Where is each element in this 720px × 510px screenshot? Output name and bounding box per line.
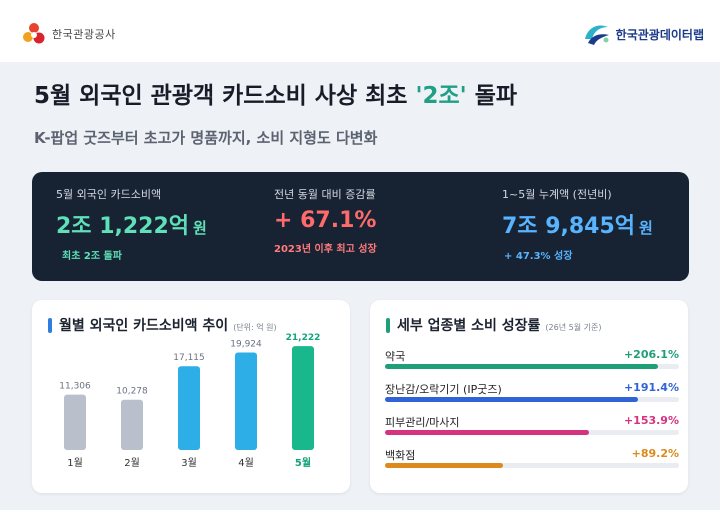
kto-emblem-icon [23,23,45,44]
kpi-value-number: 7조 9,845억 [502,214,636,239]
growth-bar-track [385,463,679,468]
title-highlight: '2조' [415,83,467,109]
datalab-name: 한국관광데이터랩 [615,27,704,42]
kpi-panel: 5월 외국인 카드소비액 2조 1,222억 원 최초 2조 돌파 전년 동월 대… [32,172,689,281]
growth-category-label: 피부관리/마사지 [385,416,460,429]
page-title: 5월 외국인 관광객 카드소비 사상 최초 '2조' 돌파 [34,76,517,110]
category-label: 3월 [181,457,197,469]
title-end: 돌파 [466,83,518,109]
growth-value-label: +206.1% [623,348,679,361]
bar-value-label: 17,115 [173,353,205,363]
kto-logo[interactable]: 한국관광공사 [22,18,116,50]
bar-value-label: 19,924 [230,339,262,349]
bar-4 [235,352,257,450]
kpi-value-unit: 원 [193,219,207,237]
growth-bar-track [385,364,679,369]
header-bar: 한국관광공사 한국관광데이터랩 [0,0,720,62]
kpi-yoy-growth: 전년 동월 대비 증감률 + 67.1% 2023년 이후 최고 성장 [274,186,377,255]
growth-bar-list: 약국 +206.1% 장난감/오락기기 (IP굿즈) +191.4% 피부관리/마사지 +… [385,348,679,480]
bar-value-label: 10,278 [116,387,148,397]
growth-bar [385,397,639,402]
kpi-label: 전년 동월 대비 증감률 [274,188,376,201]
kpi-value-number: 2조 1,222억 [56,214,190,239]
growth-chart-title-text: 세부 업종별 소비 성장률 [397,318,541,334]
kpi-note: 최초 2조 돌파 [62,251,122,262]
datalab-logo[interactable]: 한국관광데이터랩 [582,20,704,48]
bar-5 [292,346,314,450]
growth-category-label: 백화점 [385,449,416,462]
title-accent-bar [386,317,390,333]
category-label: 1월 [67,457,83,469]
monthly-chart-title-text: 월별 외국인 카드소비액 추이 [59,318,229,334]
page-subtitle: K-팝업 굿즈부터 초고가 명품까지, 소비 지형도 다변화 [34,129,378,147]
category-label: 5월 [295,457,311,469]
growth-bar [385,364,658,369]
growth-bar-track [385,397,679,402]
monthly-chart-card: 월별 외국인 카드소비액 추이 (단위: 억 원) 11,306 1월 10,278… [32,300,350,493]
category-label: 4월 [238,457,254,469]
growth-value-label: +153.9% [623,414,679,427]
kpi-value-unit: 원 [639,219,653,237]
growth-item: 장난감/오락기기 (IP굿즈) +191.4% [385,381,679,414]
bar-2 [121,399,143,450]
growth-item: 백화점 +89.2% [385,447,679,480]
bar-value-label: 11,306 [59,382,91,392]
category-label: 2월 [124,457,140,469]
datalab-wave-icon [584,25,609,45]
growth-value-label: +191.4% [623,381,679,394]
monthly-bar-chart: 11,306 1월 10,278 2월 17,115 3월 19,924 4월 21,222 5월 [59,333,321,469]
monthly-chart-unit: (단위: 억 원) [233,323,277,332]
bar-value-label: 21,222 [286,333,321,343]
kto-name: 한국관광공사 [52,28,116,41]
growth-chart-title: 세부 업종별 소비 성장률 (26년 5월 기준) [386,315,601,335]
kpi-value: + 67.1% [274,208,377,233]
monthly-chart-title: 월별 외국인 카드소비액 추이 (단위: 억 원) [48,315,277,335]
bar-1 [64,394,86,450]
growth-bar [385,463,504,468]
growth-value-label: +89.2% [631,447,679,460]
title-main: 5월 외국인 관광객 카드소비 사상 최초 [34,83,416,109]
kpi-value-number: + 67.1% [274,208,377,233]
kpi-note: 2023년 이후 최고 성장 [274,244,377,255]
growth-item: 피부관리/마사지 +153.9% [385,414,679,447]
growth-category-label: 장난감/오락기기 (IP굿즈) [385,383,502,396]
growth-bar [385,430,589,435]
kpi-label: 5월 외국인 카드소비액 [56,188,162,201]
kpi-value: 2조 1,222억 원 [56,208,207,240]
growth-chart-card: 세부 업종별 소비 성장률 (26년 5월 기준) 약국 +206.1% 장난감/오… [370,300,688,493]
kpi-label: 1~5월 누계액 (전년비) [502,188,612,201]
kpi-may-spending: 5월 외국인 카드소비액 2조 1,222억 원 최초 2조 돌파 [56,186,207,262]
growth-category-label: 약국 [385,350,406,363]
growth-chart-unit: (26년 5월 기준) [545,323,602,332]
growth-bar-track [385,430,679,435]
growth-item: 약국 +206.1% [385,348,679,381]
kpi-cumulative: 1~5월 누계액 (전년비) 7조 9,845억 원 + 47.3% 성장 [502,186,653,262]
kpi-note: + 47.3% 성장 [504,251,573,262]
bar-3 [178,366,200,450]
title-accent-bar [48,317,52,333]
kpi-value: 7조 9,845억 원 [502,208,653,240]
